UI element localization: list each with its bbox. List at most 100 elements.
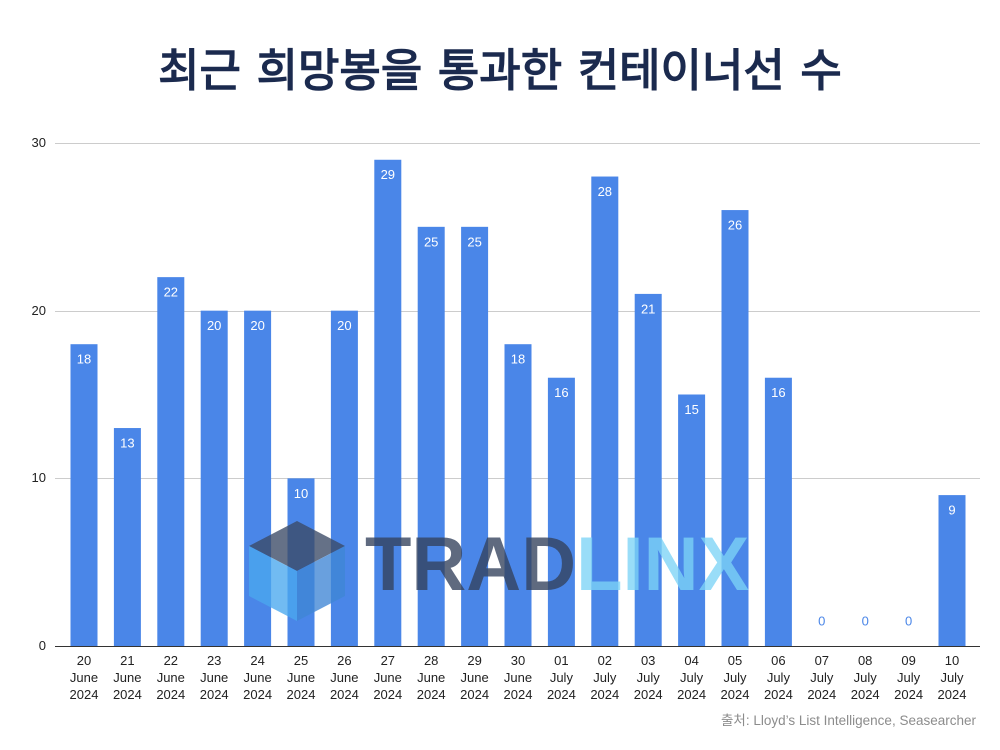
x-tick-label-line: 2024 — [547, 687, 576, 702]
x-tick-label: 10 July 2024 — [938, 653, 967, 702]
x-tick-label-line: 06 — [771, 653, 785, 668]
x-tick-label-line: 2024 — [417, 687, 446, 702]
x-tick-label-line: 2024 — [330, 687, 359, 702]
x-tick-label-line: June — [330, 670, 358, 685]
x-tick-label-line: July — [897, 670, 921, 685]
x-tick-label-line: 2024 — [504, 687, 533, 702]
chart-title: 최근 희망봉을 통과한 컨테이너선 수 — [158, 44, 842, 97]
bar — [374, 159, 402, 646]
data-label: 26 — [728, 218, 742, 233]
x-tick-label-line: 2024 — [460, 687, 489, 702]
data-label: 25 — [467, 234, 481, 249]
x-tick-label-line: July — [723, 670, 747, 685]
x-tick-label-line: 2024 — [113, 687, 142, 702]
x-tick-label: 09 July 2024 — [894, 653, 923, 702]
x-tick-label-line: 27 — [381, 653, 395, 668]
data-label: 18 — [77, 352, 91, 367]
x-tick-label-line: 2024 — [287, 687, 316, 702]
x-tick-label-line: 02 — [598, 653, 612, 668]
bar — [547, 377, 575, 646]
data-label: 22 — [164, 285, 178, 300]
x-tick-label: 06 July 2024 — [764, 653, 793, 702]
x-tick-label-line: 28 — [424, 653, 438, 668]
data-label: 0 — [905, 613, 912, 628]
x-tick-label-line: 2024 — [634, 687, 663, 702]
bar — [678, 394, 706, 646]
x-tick-label-line: July — [550, 670, 574, 685]
data-label: 0 — [818, 613, 825, 628]
bar — [417, 226, 445, 647]
y-tick-label: 0 — [39, 638, 46, 653]
data-label: 15 — [684, 402, 698, 417]
data-label: 29 — [381, 167, 395, 182]
bar — [634, 293, 662, 646]
x-tick-label-line: June — [200, 670, 228, 685]
bar — [244, 310, 272, 646]
x-tick-label-line: 05 — [728, 653, 742, 668]
x-tick-label-line: 2024 — [851, 687, 880, 702]
x-tick-label: 01 July 2024 — [547, 653, 576, 702]
x-tick-label: 27 June 2024 — [373, 653, 402, 702]
x-tick-label-line: July — [593, 670, 617, 685]
bar — [938, 495, 966, 646]
x-tick-label-line: 2024 — [156, 687, 185, 702]
x-tick-label-line: 2024 — [807, 687, 836, 702]
x-tick-label: 05 July 2024 — [721, 653, 750, 702]
x-tick-label: 28 June 2024 — [417, 653, 446, 702]
x-tick-label-line: 2024 — [243, 687, 272, 702]
x-tick-label-line: 01 — [554, 653, 568, 668]
x-tick-label-line: 2024 — [764, 687, 793, 702]
x-tick-label: 30 June 2024 — [504, 653, 533, 702]
data-label: 20 — [337, 318, 351, 333]
x-tick-label-line: 22 — [164, 653, 178, 668]
x-tick-label-line: 07 — [815, 653, 829, 668]
x-tick-label-line: June — [504, 670, 532, 685]
x-tick-label-line: 2024 — [938, 687, 967, 702]
x-tick-label-line: 20 — [77, 653, 91, 668]
x-tick-label-line: 09 — [901, 653, 915, 668]
x-tick-label-line: July — [637, 670, 661, 685]
bar — [504, 344, 532, 646]
x-tick-label: 04 July 2024 — [677, 653, 706, 702]
x-tick-label: 26 June 2024 — [330, 653, 359, 702]
bar — [764, 377, 792, 646]
bar — [461, 226, 489, 647]
x-tick-label-line: June — [113, 670, 141, 685]
x-tick-label-line: July — [810, 670, 834, 685]
x-tick-label-line: July — [940, 670, 964, 685]
x-tick-label-line: June — [243, 670, 271, 685]
y-tick-label: 20 — [32, 303, 46, 318]
data-label: 20 — [250, 318, 264, 333]
x-tick-label-line: 10 — [945, 653, 959, 668]
x-tick-label-line: 2024 — [721, 687, 750, 702]
y-tick-label: 10 — [32, 470, 46, 485]
x-tick-label: 07 July 2024 — [807, 653, 836, 702]
bar — [113, 428, 141, 646]
x-tick-label: 03 July 2024 — [634, 653, 663, 702]
data-label: 0 — [862, 613, 869, 628]
x-tick-label-line: 2024 — [373, 687, 402, 702]
data-label: 16 — [554, 385, 568, 400]
x-tick-label: 23 June 2024 — [200, 653, 229, 702]
x-tick-label-line: 23 — [207, 653, 221, 668]
x-tick-label-line: June — [70, 670, 98, 685]
x-tick-label: 29 June 2024 — [460, 653, 489, 702]
data-label: 10 — [294, 486, 308, 501]
data-label: 13 — [120, 435, 134, 450]
bar — [591, 176, 619, 647]
x-tick-label-line: June — [287, 670, 315, 685]
x-tick-label: 02 July 2024 — [590, 653, 619, 702]
data-label: 9 — [948, 503, 955, 518]
x-tick-label: 22 June 2024 — [156, 653, 185, 702]
x-tick-label: 25 June 2024 — [287, 653, 316, 702]
bar — [721, 210, 749, 647]
x-tick-label-line: June — [157, 670, 185, 685]
x-tick-label-line: 08 — [858, 653, 872, 668]
x-tick-label: 08 July 2024 — [851, 653, 880, 702]
data-label: 25 — [424, 234, 438, 249]
x-tick-label-line: 29 — [467, 653, 481, 668]
x-tick-label-line: 2024 — [590, 687, 619, 702]
x-tick-label-line: 2024 — [70, 687, 99, 702]
x-tick-label-line: 25 — [294, 653, 308, 668]
